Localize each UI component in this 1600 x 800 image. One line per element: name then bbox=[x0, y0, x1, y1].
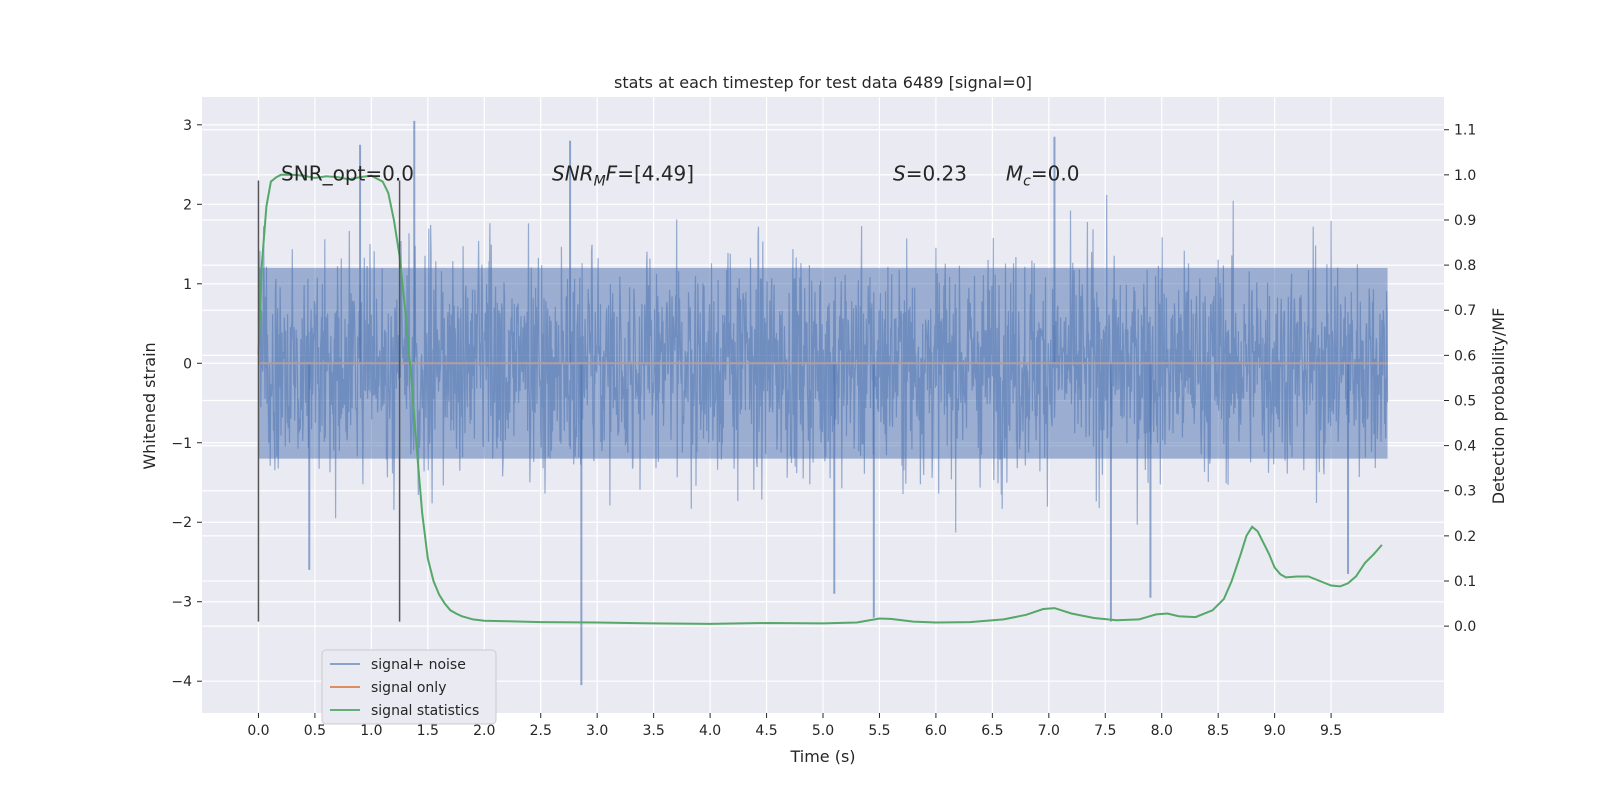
y2-tick-label: 0.2 bbox=[1454, 529, 1476, 545]
x-tick-label: 1.5 bbox=[417, 723, 439, 739]
annotation-segment: SNR bbox=[552, 161, 594, 185]
vertical-markers bbox=[257, 180, 401, 622]
y-tick-label: 0 bbox=[183, 356, 192, 372]
legend: signal+ noise signal only signal statistic… bbox=[321, 649, 497, 725]
x-tick-label: 0.0 bbox=[247, 723, 269, 739]
y-tick-label: 2 bbox=[183, 197, 192, 213]
y2-tick-label: 0.6 bbox=[1454, 348, 1476, 364]
x-tick-label: 8.0 bbox=[1151, 723, 1173, 739]
x-tick-label: 4.5 bbox=[755, 723, 777, 739]
annotation-text: SNRMF=[4.49] bbox=[552, 161, 694, 189]
annotation-segment: =[4.49] bbox=[617, 161, 694, 185]
y2-tick-label: 0.0 bbox=[1454, 619, 1476, 635]
y2-tick-label: 0.7 bbox=[1454, 303, 1476, 319]
y2-tick-label: 0.8 bbox=[1454, 258, 1476, 274]
legend-box bbox=[321, 649, 497, 725]
y2-tick-label: 1.0 bbox=[1454, 168, 1476, 184]
x-tick-label: 8.5 bbox=[1207, 723, 1229, 739]
x-tick-label: 6.0 bbox=[925, 723, 947, 739]
x-tick-label: 1.0 bbox=[360, 723, 382, 739]
annotation-segment: M bbox=[594, 173, 606, 189]
legend-label: signal statistics bbox=[371, 703, 479, 719]
y-tick-label: −4 bbox=[171, 674, 192, 690]
legend-label: signal only bbox=[371, 680, 446, 696]
series-signal-noise bbox=[257, 194, 1389, 533]
annotation-segment: M bbox=[1006, 161, 1023, 185]
x-tick-label: 9.0 bbox=[1264, 723, 1286, 739]
annotation-segment: SNR_opt=0.0 bbox=[281, 161, 414, 185]
annotation-text: Mc=0.0 bbox=[1006, 161, 1080, 189]
x-tick-label: 4.0 bbox=[699, 723, 721, 739]
y2-tick-label: 0.5 bbox=[1454, 393, 1476, 409]
x-tick-label: 0.5 bbox=[304, 723, 326, 739]
annotation-segment: =0.23 bbox=[906, 161, 967, 185]
x-tick-label: 5.0 bbox=[812, 723, 834, 739]
x-tick-label: 3.0 bbox=[586, 723, 608, 739]
y2-tick-label: 0.4 bbox=[1454, 439, 1476, 455]
x-tick-label: 2.5 bbox=[530, 723, 552, 739]
y-tick-label: −1 bbox=[171, 436, 192, 452]
annotation-segment: c bbox=[1023, 173, 1031, 189]
annotation-segment: F bbox=[606, 161, 618, 185]
y-tick-label: 3 bbox=[183, 118, 192, 134]
x-axis-ticks: 0.0 0.5 1.0 1.5 2.0 2.5 3.0 3.5 4.0 4.5 5.0 5.5 6.0 6… bbox=[247, 713, 1342, 739]
x-tick-label: 7.5 bbox=[1094, 723, 1116, 739]
x-tick-label: 5.5 bbox=[868, 723, 890, 739]
series-signal-statistics bbox=[257, 173, 1383, 625]
y2-axis-ticks: 0.0 0.1 0.2 0.3 0.4 0.5 0.6 0.7 0.8 0.9 1.0 1.1 bbox=[1444, 123, 1476, 635]
y-axis-ticks: −4 −3 −2 −1 0 1 2 3 bbox=[171, 118, 202, 690]
y-tick-label: −3 bbox=[171, 595, 192, 611]
y-tick-label: −2 bbox=[171, 515, 192, 531]
annotation-text: S=0.23 bbox=[893, 161, 967, 185]
plot-series bbox=[257, 120, 1389, 686]
y2-tick-label: 0.9 bbox=[1454, 213, 1476, 229]
y2-tick-label: 0.1 bbox=[1454, 574, 1476, 590]
chart-title: stats at each timestep for test data 648… bbox=[614, 73, 1032, 92]
y2-axis-label: Detection probability/MF bbox=[1489, 308, 1508, 505]
annotation-segment: =0.0 bbox=[1031, 161, 1080, 185]
legend-label: signal+ noise bbox=[371, 657, 466, 673]
annotation-text: SNR_opt=0.0 bbox=[281, 161, 414, 185]
x-tick-label: 2.0 bbox=[473, 723, 495, 739]
x-tick-label: 3.5 bbox=[643, 723, 665, 739]
x-tick-label: 9.5 bbox=[1320, 723, 1342, 739]
x-tick-label: 6.5 bbox=[981, 723, 1003, 739]
x-tick-label: 7.0 bbox=[1038, 723, 1060, 739]
y-axis-label: Whitened strain bbox=[140, 342, 159, 469]
x-axis-label: Time (s) bbox=[789, 747, 855, 766]
y2-tick-label: 0.3 bbox=[1454, 484, 1476, 500]
annotation-segment: S bbox=[893, 161, 906, 185]
annotations: SNR_opt=0.0 SNRMF=[4.49] S=0.23 Mc=0.0 bbox=[281, 161, 1079, 189]
y-tick-label: 1 bbox=[183, 277, 192, 293]
y2-tick-label: 1.1 bbox=[1454, 123, 1476, 139]
